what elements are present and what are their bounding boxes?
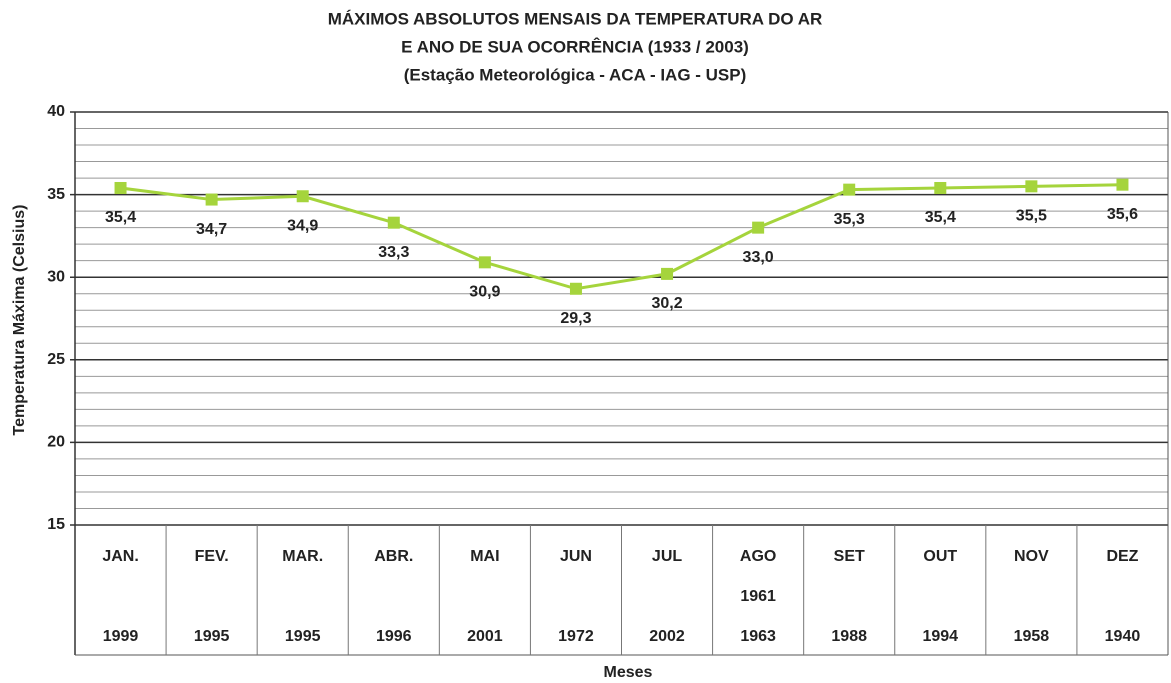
y-tick-label: 30: [47, 268, 65, 285]
year-label: 1940: [1105, 628, 1141, 645]
year-label: 1999: [103, 628, 139, 645]
x-tick-label: NOV: [1014, 548, 1049, 565]
data-label: 35,6: [1107, 206, 1138, 223]
marker: [569, 282, 582, 295]
data-label: 30,9: [469, 284, 500, 301]
data-label: 35,3: [834, 211, 865, 228]
data-label: 34,9: [287, 217, 318, 234]
data-label: 30,2: [651, 295, 682, 312]
x-tick-label: MAI: [470, 548, 499, 565]
marker: [1025, 180, 1038, 193]
marker: [1116, 178, 1129, 191]
marker: [934, 181, 947, 194]
x-tick-label: JUL: [652, 548, 682, 565]
x-tick-label: AGO: [740, 548, 776, 565]
data-label: 33,0: [743, 249, 774, 266]
data-label: 33,3: [378, 244, 409, 261]
marker: [478, 256, 491, 269]
marker: [661, 267, 674, 280]
x-tick-label: OUT: [923, 548, 957, 565]
data-label: 29,3: [560, 310, 591, 327]
y-tick-label: 20: [47, 434, 65, 451]
line: [120, 183, 1123, 291]
x-tick-label: FEV.: [195, 548, 229, 565]
marker: [114, 181, 127, 194]
data-label: 35,5: [1016, 208, 1047, 225]
x-tick-label: MAR.: [282, 548, 323, 565]
year-label: 1958: [1014, 628, 1050, 645]
year-label: 1972: [558, 628, 594, 645]
year-label: 1961: [740, 588, 776, 605]
x-tick-label: ABR.: [374, 548, 413, 565]
year-label: 1963: [740, 628, 776, 645]
x-tick-label: SET: [834, 548, 865, 565]
marker: [296, 190, 309, 203]
year-label: 2002: [649, 628, 685, 645]
year-label: 1988: [831, 628, 867, 645]
y-tick-label: 35: [47, 186, 65, 203]
y-tick-label: 40: [47, 103, 65, 120]
x-axis-label: Meses: [604, 664, 653, 681]
marker: [752, 221, 765, 234]
marker: [387, 216, 400, 229]
y-tick-label: 25: [47, 351, 65, 368]
year-label: 2001: [467, 628, 503, 645]
y-axis-label: Temperatura Máxima (Celsius): [11, 205, 28, 436]
year-label: 1995: [285, 628, 321, 645]
x-tick-label: JUN: [560, 548, 592, 565]
marker: [843, 183, 856, 196]
x-tick-label: JAN.: [102, 548, 138, 565]
x-tick-label: DEZ: [1106, 548, 1138, 565]
year-label: 1995: [194, 628, 230, 645]
year-label: 1994: [922, 628, 958, 645]
data-label: 35,4: [105, 209, 136, 226]
data-label: 34,7: [196, 221, 227, 238]
chart-title: (Estação Meteorológica - ACA - IAG - USP…: [404, 65, 747, 84]
chart-title: MÁXIMOS ABSOLUTOS MENSAIS DA TEMPERATURA…: [328, 9, 823, 28]
y-tick-label: 15: [47, 516, 65, 533]
year-label: 1996: [376, 628, 412, 645]
marker: [205, 193, 218, 206]
chart-title: E ANO DE SUA OCORRÊNCIA (1933 / 2003): [401, 37, 749, 56]
data-label: 35,4: [925, 209, 956, 226]
